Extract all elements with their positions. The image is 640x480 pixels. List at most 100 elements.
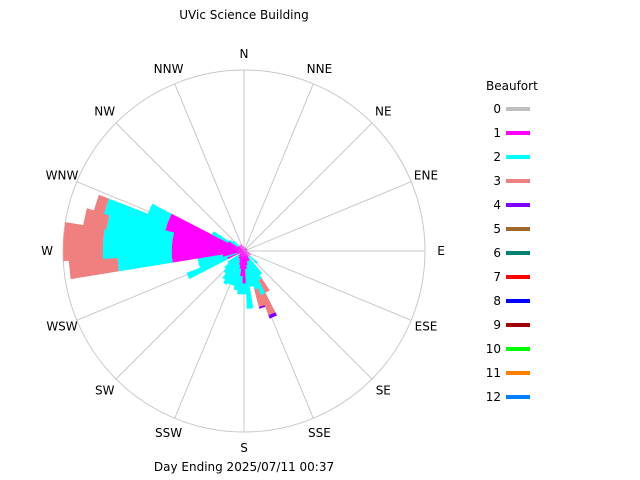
legend-swatch-5 xyxy=(506,227,530,231)
direction-label-ene: ENE xyxy=(414,169,438,183)
chart-subtitle: Day Ending 2025/07/11 00:37 xyxy=(154,460,334,474)
legend-label-6: 6 xyxy=(493,246,501,260)
wind-bar-156-beaufort-1 xyxy=(244,251,249,262)
wind-bar-210-beaufort-2 xyxy=(223,258,240,285)
wind-bar-234-beaufort-1 xyxy=(239,251,244,255)
wind-bar-234-beaufort-2 xyxy=(227,253,240,264)
legend-label-9: 9 xyxy=(493,318,501,332)
direction-label-ese: ESE xyxy=(415,319,438,333)
wind-bar-264-beaufort-3 xyxy=(68,257,119,280)
legend-label-5: 5 xyxy=(493,222,501,236)
legend-swatch-0 xyxy=(506,107,530,111)
wind-bar-306-beaufort-2 xyxy=(228,239,239,248)
direction-label-wsw: WSW xyxy=(46,319,77,333)
legend-label-11: 11 xyxy=(486,366,501,380)
wind-bar-222-beaufort-2 xyxy=(223,256,240,274)
wind-bar-288-beaufort-3 xyxy=(93,194,109,214)
wind-bar-246-beaufort-2 xyxy=(186,257,228,280)
spoke-nnw xyxy=(174,83,245,252)
wind-bar-270-beaufort-3 xyxy=(63,240,103,262)
wind-bar-84-beaufort-1 xyxy=(244,250,248,251)
wind-bar-324-beaufort-1 xyxy=(239,244,244,251)
wind-bar-132-beaufort-1 xyxy=(244,251,250,257)
wind-bar-144-beaufort-2 xyxy=(247,256,263,276)
wind-bar-204-beaufort-2 xyxy=(227,260,241,285)
spoke-ene xyxy=(243,181,412,252)
wind-bar-60-beaufort-1 xyxy=(244,249,248,251)
spoke-se xyxy=(243,250,373,380)
legend-swatch-2 xyxy=(506,155,530,159)
wind-bar-198-beaufort-2 xyxy=(230,264,241,286)
legend-swatch-8 xyxy=(506,299,530,303)
wind-bar-180-beaufort-1 xyxy=(242,251,246,284)
wind-bar-174-beaufort-2 xyxy=(244,268,254,309)
legend-label-4: 4 xyxy=(493,198,501,212)
wind-bar-150-beaufort-3 xyxy=(258,278,270,293)
wind-bar-48-beaufort-1 xyxy=(244,248,247,251)
direction-label-nw: NW xyxy=(94,105,115,119)
wind-bar-228-beaufort-2 xyxy=(224,255,239,269)
wind-bar-264-beaufort-2 xyxy=(117,254,173,272)
spoke-ne xyxy=(243,122,373,252)
wind-bar-186-beaufort-2 xyxy=(237,276,243,295)
direction-label-nnw: NNW xyxy=(154,62,184,76)
direction-label-ssw: SSW xyxy=(155,426,182,440)
wind-bar-240-beaufort-1 xyxy=(240,251,244,253)
wind-bar-204-beaufort-1 xyxy=(239,251,244,262)
wind-bar-120-beaufort-1 xyxy=(244,251,251,255)
spoke-nne xyxy=(243,83,314,252)
wind-bar-168-beaufort-1 xyxy=(244,251,248,266)
direction-label-s: S xyxy=(240,441,248,455)
legend-label-12: 12 xyxy=(486,390,501,404)
legend-swatch-11 xyxy=(506,371,530,375)
wind-bar-270-beaufort-2 xyxy=(103,243,172,259)
wind-bar-150-beaufort-2 xyxy=(248,260,262,281)
wind-bar-306-beaufort-1 xyxy=(237,246,244,251)
legend-swatch-7 xyxy=(506,275,530,279)
wind-bar-180-beaufort-2 xyxy=(241,283,247,295)
legend-label-2: 2 xyxy=(493,150,501,164)
direction-label-e: E xyxy=(437,244,445,258)
wind-bar-216-beaufort-2 xyxy=(222,258,240,280)
legend-swatch-10 xyxy=(506,347,530,351)
legend-swatch-9 xyxy=(506,323,530,327)
wind-bar-258-beaufort-2 xyxy=(197,254,223,264)
wind-bar-288-beaufort-2 xyxy=(104,198,169,231)
wind-bar-336-beaufort-1 xyxy=(240,244,244,251)
legend-label-1: 1 xyxy=(493,126,501,140)
chart-title: UVic Science Building xyxy=(179,8,309,22)
wind-bar-270-beaufort-1 xyxy=(171,247,244,255)
wind-bar-156-beaufort-2 xyxy=(247,260,266,295)
wind-bar-276-beaufort-2 xyxy=(103,228,173,248)
wind-bar-258-beaufort-1 xyxy=(222,251,244,257)
legend-swatch-12 xyxy=(506,395,530,399)
wind-bar-36-beaufort-1 xyxy=(244,248,247,251)
wind-bar-168-beaufort-2 xyxy=(246,265,254,287)
wind-bar-192-beaufort-1 xyxy=(239,251,244,269)
wind-bar-72-beaufort-1 xyxy=(244,249,248,251)
wind-bar-348-beaufort-1 xyxy=(242,245,244,251)
wind-bar-300-beaufort-1 xyxy=(227,241,244,251)
wind-bar-12-beaufort-1 xyxy=(244,247,245,251)
wind-bar-288-beaufort-1 xyxy=(165,221,244,251)
wind-bar-282-beaufort-2 xyxy=(106,214,175,240)
direction-label-n: N xyxy=(240,47,249,61)
wind-bar-294-beaufort-2 xyxy=(147,203,172,223)
wind-bar-228-beaufort-1 xyxy=(238,251,244,257)
direction-labels: N NNE NE ENE E ESE SE SSE S SSW SW WSW W WNW NW NNW xyxy=(41,47,445,455)
wind-bar-216-beaufort-1 xyxy=(238,251,244,259)
legend-label-3: 3 xyxy=(493,174,501,188)
wind-bar-252-beaufort-2 xyxy=(198,252,238,268)
wind-bar-222-beaufort-1 xyxy=(238,251,244,257)
direction-label-se: SE xyxy=(376,383,391,397)
wind-bar-162-beaufort-2 xyxy=(246,261,259,290)
wind-bar-294-beaufort-1 xyxy=(167,213,244,251)
wind-bar-156-beaufort-3 xyxy=(260,292,276,316)
wind-bar-162-beaufort-4 xyxy=(258,305,266,309)
wind-bar-210-beaufort-1 xyxy=(239,251,244,260)
direction-label-ne: NE xyxy=(375,105,392,119)
spoke-sw xyxy=(115,250,245,380)
direction-label-wnw: WNW xyxy=(46,169,79,183)
wind-bar-144-beaufort-1 xyxy=(244,251,249,258)
